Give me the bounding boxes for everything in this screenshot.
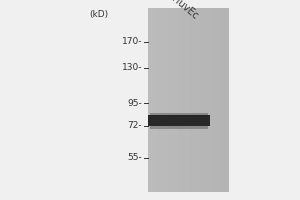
Bar — [226, 8, 229, 192]
Text: 95-: 95- — [127, 98, 142, 108]
Bar — [216, 8, 218, 192]
Bar — [224, 8, 226, 192]
Bar — [158, 8, 160, 192]
Text: 72-: 72- — [128, 121, 142, 130]
Bar — [150, 8, 152, 192]
Bar — [182, 8, 184, 192]
Bar — [208, 8, 211, 192]
Text: HuvEc: HuvEc — [170, 0, 200, 22]
Bar — [210, 8, 212, 192]
Bar — [174, 8, 176, 192]
Bar — [212, 8, 214, 192]
Bar — [184, 8, 187, 192]
Bar — [220, 8, 223, 192]
Bar — [196, 8, 199, 192]
Bar — [218, 8, 220, 192]
Bar — [148, 8, 228, 192]
Bar — [166, 8, 169, 192]
Bar — [160, 8, 163, 192]
Bar — [180, 8, 182, 192]
Bar — [214, 8, 217, 192]
Bar — [176, 8, 178, 192]
Bar — [206, 8, 208, 192]
Bar — [152, 8, 154, 192]
Bar — [194, 8, 196, 192]
Bar — [202, 8, 205, 192]
Bar — [188, 8, 190, 192]
Bar — [190, 8, 193, 192]
Bar — [148, 8, 151, 192]
Bar — [200, 8, 203, 192]
Bar — [198, 8, 200, 192]
Bar — [162, 8, 164, 192]
Text: (kD): (kD) — [89, 10, 108, 19]
Bar — [150, 126, 208, 129]
Bar — [164, 8, 167, 192]
Bar — [172, 8, 175, 192]
Bar — [170, 8, 172, 192]
Bar — [186, 8, 188, 192]
Bar — [154, 8, 157, 192]
Bar — [168, 8, 170, 192]
Text: 130-: 130- — [122, 64, 142, 72]
Text: 170-: 170- — [122, 38, 142, 46]
Bar — [148, 115, 210, 126]
Bar — [178, 8, 181, 192]
Text: 55-: 55- — [127, 154, 142, 162]
Bar — [222, 8, 224, 192]
Bar — [204, 8, 206, 192]
Bar — [150, 113, 208, 116]
Bar — [156, 8, 158, 192]
Bar — [192, 8, 194, 192]
